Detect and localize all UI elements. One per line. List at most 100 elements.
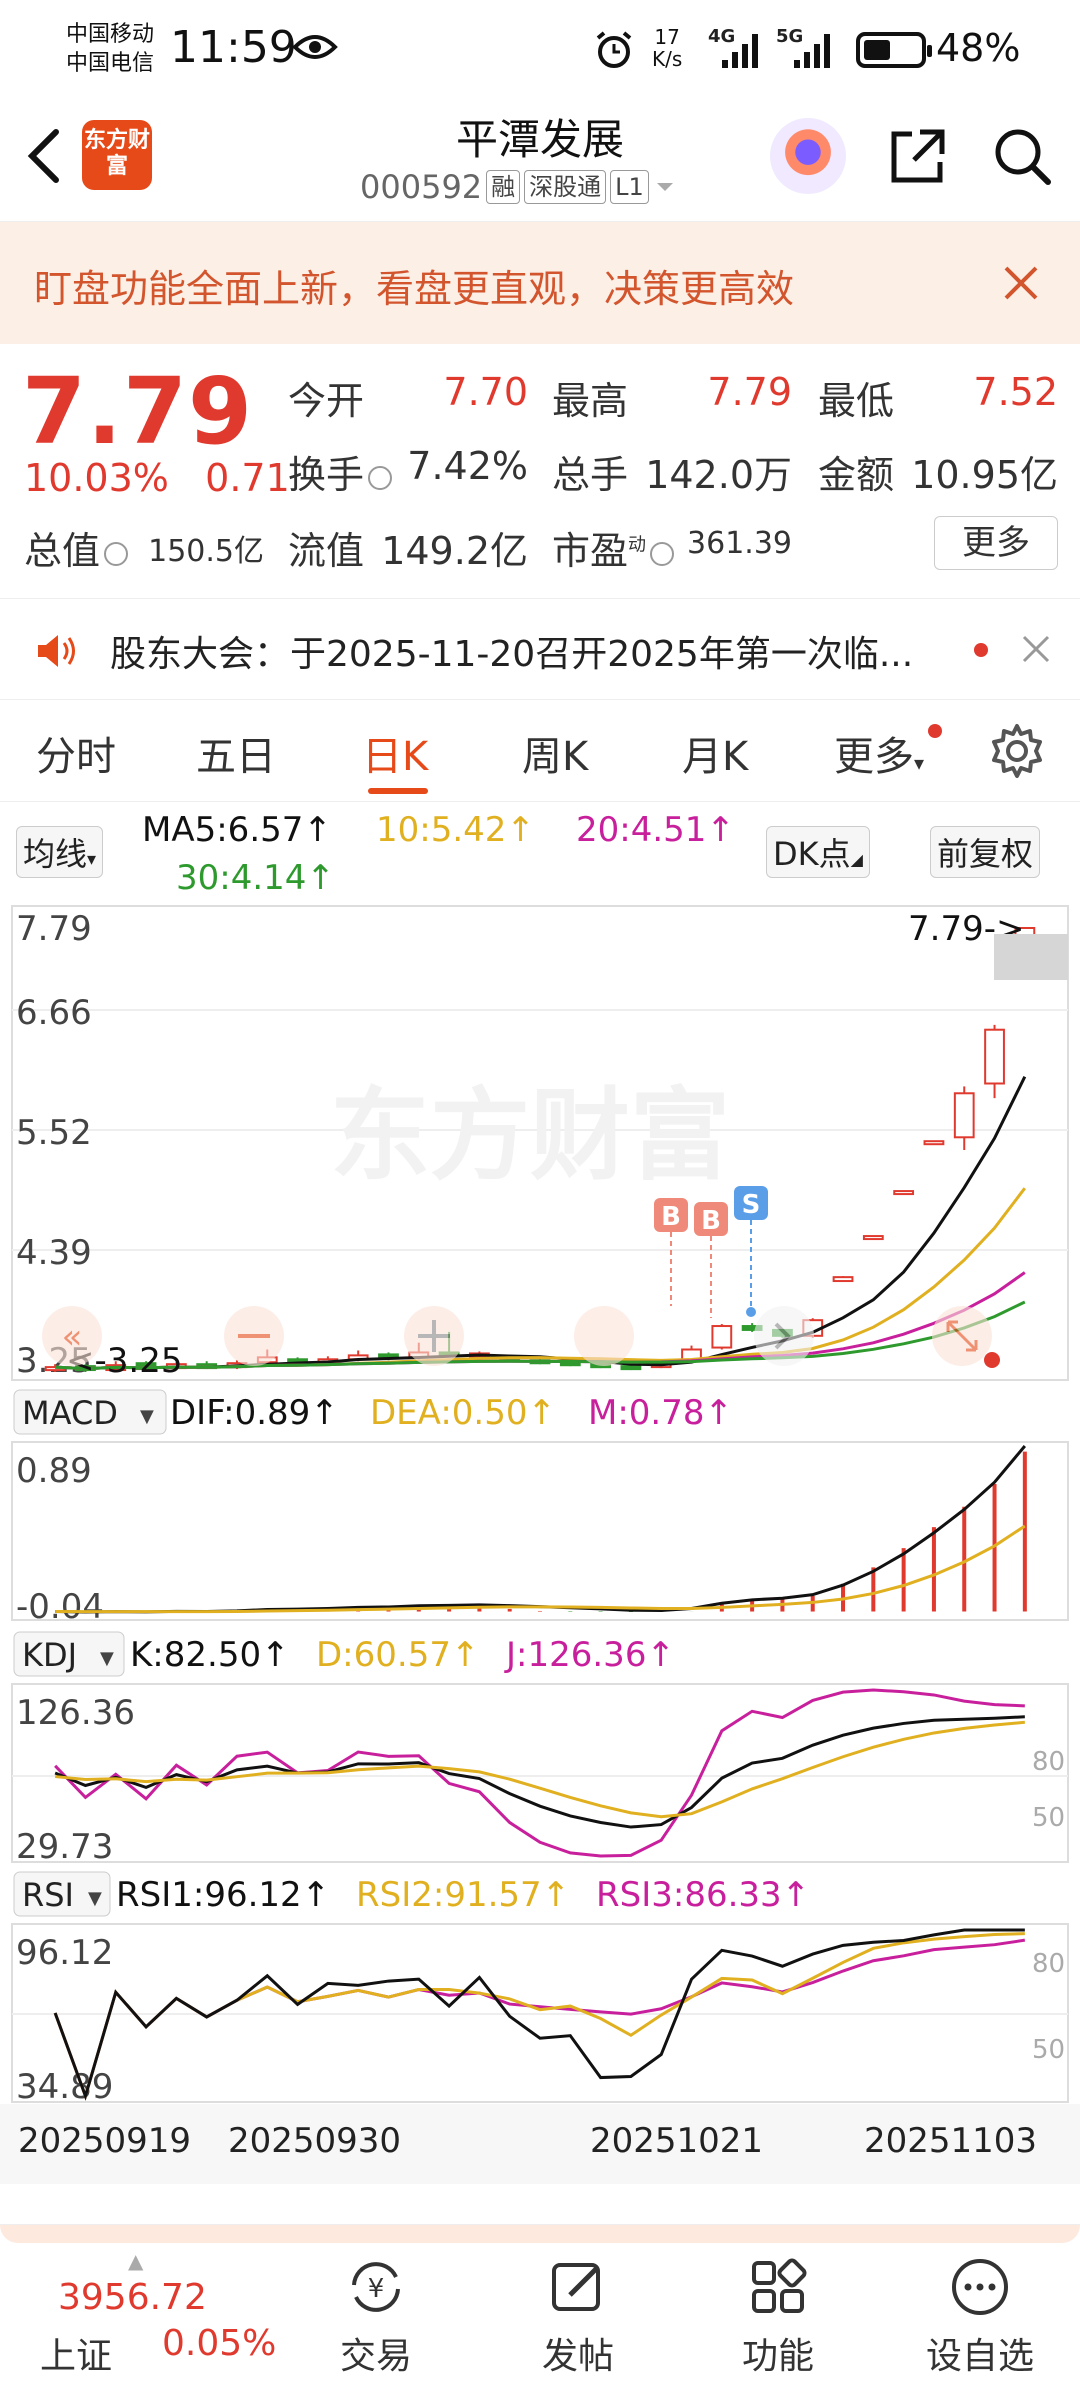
high-value: 7.79 — [707, 370, 792, 414]
ai-assistant-icon[interactable] — [770, 118, 846, 194]
ma30-label: 30:4.14↑ — [176, 858, 335, 898]
stock-name: 平潭发展 — [455, 115, 624, 164]
close-icon[interactable] — [1016, 629, 1056, 669]
nav-function[interactable]: 功能 — [708, 2255, 848, 2379]
net1-label: 4G — [708, 26, 736, 47]
amount-cell: 金额 10.95亿 — [818, 444, 1058, 499]
scroll-left-button[interactable] — [42, 1306, 102, 1366]
close-icon[interactable] — [996, 258, 1046, 308]
kdj-plot — [54, 1688, 1025, 1858]
mktcap-label: 总值 — [24, 529, 101, 573]
index-value[interactable]: 3956.72 — [58, 2277, 207, 2318]
info-icon[interactable] — [650, 541, 675, 566]
tab-daily-k[interactable]: 日K — [362, 734, 429, 780]
trade-marker-b1[interactable]: B — [654, 1198, 688, 1306]
connect-tag: 深股通 — [524, 170, 607, 204]
nav-label: 交易 — [339, 2336, 412, 2377]
ma5-label: MA5:6.57↑ — [142, 810, 332, 850]
eye-icon — [292, 35, 338, 59]
tab-weekly-k[interactable]: 周K — [522, 734, 589, 780]
share-icon[interactable] — [886, 126, 948, 188]
promo-banner[interactable]: 盯盘功能全面上新，看盘更直观，决策更高效 — [0, 222, 1080, 344]
y-label: 4.39 — [16, 1233, 92, 1273]
trade-marker-b2[interactable]: B — [694, 1202, 728, 1318]
change-amount: 0.71 — [205, 456, 290, 500]
rsi1-line — [53, 1928, 1025, 2101]
volume-label: 总手 — [552, 453, 629, 497]
dropdown-icon[interactable] — [653, 175, 677, 199]
macd-frame — [11, 1441, 1069, 1621]
nav-post[interactable]: 发帖 — [508, 2255, 648, 2379]
chart-overlay-controls: « — [42, 1306, 992, 1366]
alarm-icon — [596, 31, 632, 68]
kline-grid — [12, 1009, 1068, 1251]
rsi-y-top: 96.12 — [16, 1933, 113, 1973]
tab-more[interactable]: 更多▾ — [834, 724, 924, 782]
float-label: 流值 — [288, 529, 365, 573]
carrier-1: 中国移动 — [66, 22, 155, 47]
kdj-k-line — [54, 1715, 1025, 1829]
info-icon[interactable] — [104, 541, 129, 566]
adjust-button[interactable]: 前复权 — [930, 826, 1041, 878]
notice-bar[interactable]: 股东大会：于2025-11-20召开2025年第一次临... — [0, 598, 1080, 700]
open-cell: 今开 7.70 — [288, 370, 528, 425]
search-icon[interactable] — [990, 124, 1054, 188]
low-cell: 最低 7.52 — [818, 370, 1058, 425]
date-axis-bg — [0, 2104, 1080, 2184]
back-arrow-icon[interactable] — [20, 124, 70, 188]
pe-label: 市盈 — [552, 529, 629, 573]
tab-five-day[interactable]: 五日 — [196, 734, 276, 780]
kdj-frame — [11, 1683, 1069, 1863]
candle — [953, 1086, 975, 1150]
grid-icon — [752, 2258, 807, 2313]
ma20-label: 20:4.51↑ — [576, 810, 735, 850]
kdj-ref-80: 80 — [1032, 1747, 1065, 1777]
nav-trade[interactable]: ¥ 交易 — [306, 2255, 446, 2379]
chevron-right-button[interactable] — [754, 1306, 814, 1366]
ma10-label: 10:5.42↑ — [376, 810, 535, 850]
candle — [893, 1190, 915, 1196]
more-button[interactable]: 更多 — [934, 516, 1058, 570]
turnover-label: 换手 — [288, 453, 365, 497]
tab-monthly-k[interactable]: 月K — [682, 734, 749, 780]
ma-select[interactable]: 均线▾ — [16, 826, 104, 878]
period-tabs: 分时 五日 日K 周K 月K 更多▾ — [0, 700, 1080, 802]
stock-subtitle: 000592 融 深股通 L1 — [360, 168, 677, 206]
stock-charts[interactable]: 东方财富 7.79 6.66 5.52 4.39 3.25 7.79-> <-3… — [0, 806, 1080, 2186]
rsi1-label: RSI1:96.12↑ — [116, 1875, 330, 1915]
kdj-select-label: KDJ — [22, 1636, 77, 1674]
candle — [923, 1140, 945, 1146]
ma-lines — [55, 1076, 1027, 1371]
macd-y-top: 0.89 — [16, 1451, 92, 1491]
level-tag[interactable]: L1 — [610, 170, 649, 204]
kdj-d-line — [55, 1720, 1025, 1819]
macd-select-label: MACD — [22, 1394, 118, 1432]
date-label: 20251103 — [864, 2121, 1037, 2161]
tab-intraday[interactable]: 分时 — [36, 734, 116, 780]
panel-handle[interactable] — [0, 2225, 1080, 2243]
amount-value: 10.95亿 — [911, 453, 1058, 497]
macd-select[interactable] — [13, 1389, 167, 1435]
stock-code: 000592 — [360, 168, 483, 206]
kline-frame — [11, 905, 1069, 1381]
notice-text: 股东大会：于2025-11-20召开2025年第一次临... — [110, 634, 914, 675]
nav-watchlist[interactable]: 设自选 — [910, 2255, 1050, 2379]
info-icon[interactable] — [368, 465, 393, 490]
trade-marker-s[interactable]: S — [734, 1186, 768, 1317]
dea-line — [55, 1524, 1026, 1614]
dif-line — [55, 1445, 1027, 1614]
dk-point-button[interactable]: DK点◢ — [766, 826, 870, 878]
kdj-select[interactable] — [13, 1631, 125, 1677]
y-label: 6.66 — [16, 993, 92, 1033]
rsi2-label: RSI2:91.57↑ — [356, 1875, 570, 1915]
app-logo[interactable]: 东方财富 — [82, 120, 152, 190]
rsi-select[interactable] — [13, 1871, 111, 1917]
chevron-up-icon[interactable]: ▲ — [128, 2249, 144, 2273]
gear-icon[interactable] — [988, 722, 1046, 780]
alert-dot — [984, 1352, 1000, 1368]
kdj-k-label: K:82.50↑ — [130, 1635, 290, 1675]
speaker-icon — [38, 635, 75, 667]
rsi-select-label: RSI — [22, 1876, 74, 1914]
scroll-right-button[interactable] — [574, 1306, 634, 1366]
rsi3-line — [53, 1938, 1026, 2101]
